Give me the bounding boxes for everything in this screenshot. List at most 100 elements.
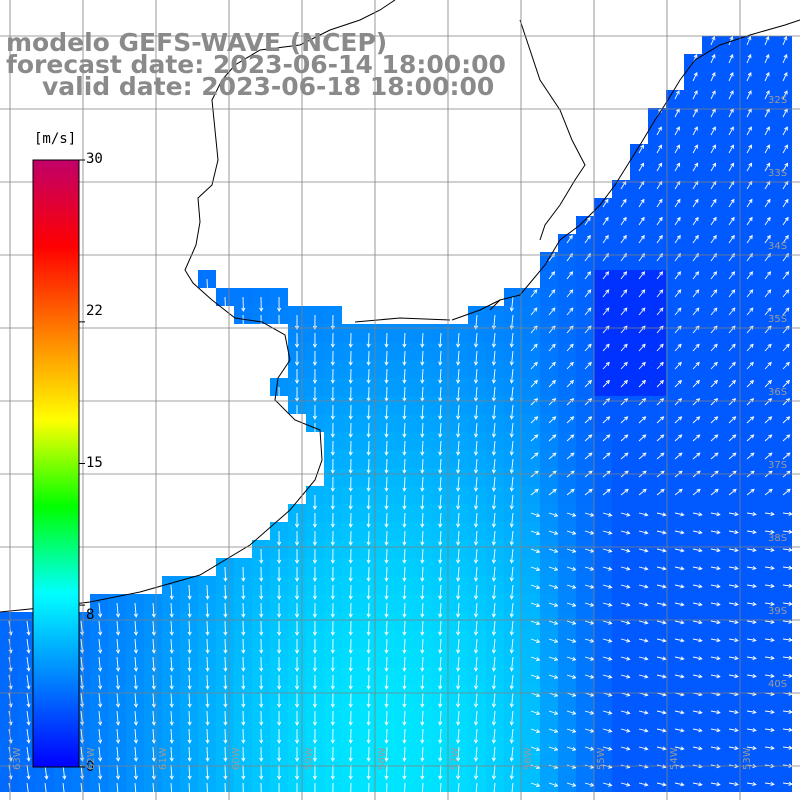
wind-arrow xyxy=(277,764,282,780)
wind-arrow xyxy=(710,656,721,661)
wind-arrow xyxy=(312,548,317,564)
wind-arrow xyxy=(638,638,649,643)
wind-arrow xyxy=(566,416,575,424)
wind-arrow xyxy=(438,620,443,636)
wind-arrow xyxy=(205,674,210,690)
wind-arrow xyxy=(566,728,577,733)
wind-arrow xyxy=(674,90,680,100)
wind-arrow xyxy=(530,307,538,316)
wind-arrow xyxy=(402,602,407,618)
wind-arrow xyxy=(438,710,443,726)
wind-arrow xyxy=(710,216,717,226)
wind-arrow xyxy=(384,764,389,780)
wind-arrow xyxy=(530,584,541,590)
wind-arrow xyxy=(728,512,739,517)
wind-arrow xyxy=(530,434,539,442)
wind-arrow xyxy=(473,566,479,582)
wind-arrow xyxy=(602,512,613,517)
wind-arrow xyxy=(294,746,300,762)
wind-arrow xyxy=(473,332,479,348)
wind-arrow xyxy=(746,325,754,334)
lon-label: 63W xyxy=(12,747,23,770)
wind-arrow xyxy=(638,530,649,535)
wind-arrow xyxy=(728,126,734,136)
lat-label: 35S xyxy=(768,314,788,325)
wind-arrow xyxy=(692,416,701,424)
wind-arrow xyxy=(115,710,121,726)
wind-arrow xyxy=(223,566,228,582)
wind-arrow xyxy=(366,710,371,726)
wind-arrow xyxy=(277,620,282,636)
wind-arrow xyxy=(620,584,631,589)
wind-arrow xyxy=(80,692,85,708)
wind-arrow xyxy=(692,746,703,751)
wind-arrow xyxy=(764,619,775,624)
wind-arrow xyxy=(620,434,629,442)
wind-arrow xyxy=(530,343,538,352)
lat-label: 32S xyxy=(768,95,788,106)
wind-arrow xyxy=(473,314,479,330)
wind-arrow xyxy=(566,434,575,442)
wind-arrow xyxy=(764,709,775,714)
wind-arrow xyxy=(330,710,335,726)
wind-arrow xyxy=(456,584,461,600)
wind-arrow xyxy=(402,728,407,744)
wind-arrow xyxy=(602,416,611,424)
wind-arrow xyxy=(746,72,752,82)
wind-arrow xyxy=(710,434,719,442)
wind-arrow xyxy=(620,216,627,226)
wind-arrow xyxy=(746,727,757,733)
wind-arrow xyxy=(782,307,790,316)
wind-arrow xyxy=(456,530,461,546)
wind-arrow xyxy=(764,673,775,678)
wind-arrow xyxy=(133,710,138,726)
wind-arrow xyxy=(746,745,757,751)
wind-arrow xyxy=(782,529,793,534)
wind-arrow xyxy=(656,162,663,172)
wind-arrow xyxy=(277,746,282,762)
wind-arrow xyxy=(402,350,407,366)
wind-arrow xyxy=(548,452,557,460)
wind-arrow xyxy=(384,602,389,618)
wind-arrow xyxy=(420,638,425,654)
wind-arrow xyxy=(187,728,192,744)
colorbar xyxy=(32,159,85,768)
wind-arrow xyxy=(530,512,541,518)
wind-arrow xyxy=(473,692,479,708)
wind-arrow xyxy=(692,710,703,715)
wind-arrow xyxy=(656,488,665,496)
wind-arrow xyxy=(530,488,539,496)
wind-arrow xyxy=(169,764,174,780)
wind-arrow xyxy=(728,548,739,553)
lon-label: 54W xyxy=(669,747,680,770)
wind-arrow xyxy=(205,656,210,672)
wind-arrow xyxy=(456,620,461,636)
wind-arrow xyxy=(420,332,425,348)
wind-arrow xyxy=(348,476,353,492)
wind-arrow xyxy=(728,416,737,424)
wind-arrow xyxy=(456,476,461,492)
wind-arrow xyxy=(728,782,739,787)
wind-arrow xyxy=(764,35,770,46)
wind-arrow xyxy=(366,368,371,384)
wind-arrow xyxy=(330,368,335,384)
wind-arrow xyxy=(764,307,772,316)
wind-arrow xyxy=(151,620,156,636)
wind-arrow xyxy=(764,637,775,642)
wind-arrow xyxy=(728,144,734,154)
wind-arrow xyxy=(782,511,793,516)
wind-arrow xyxy=(620,198,627,208)
wind-arrow xyxy=(656,782,667,787)
wind-arrow xyxy=(692,512,703,517)
wind-arrow xyxy=(509,440,514,456)
wind-arrow xyxy=(548,548,559,553)
wind-arrow xyxy=(26,674,31,690)
wind-arrow xyxy=(402,530,407,546)
wind-arrow xyxy=(782,434,791,442)
wind-arrow xyxy=(746,655,757,661)
wind-arrow xyxy=(710,620,721,625)
wind-arrow xyxy=(473,350,479,366)
wind-arrow xyxy=(509,620,514,636)
wind-arrow xyxy=(491,548,496,564)
wind-arrow xyxy=(530,325,538,334)
